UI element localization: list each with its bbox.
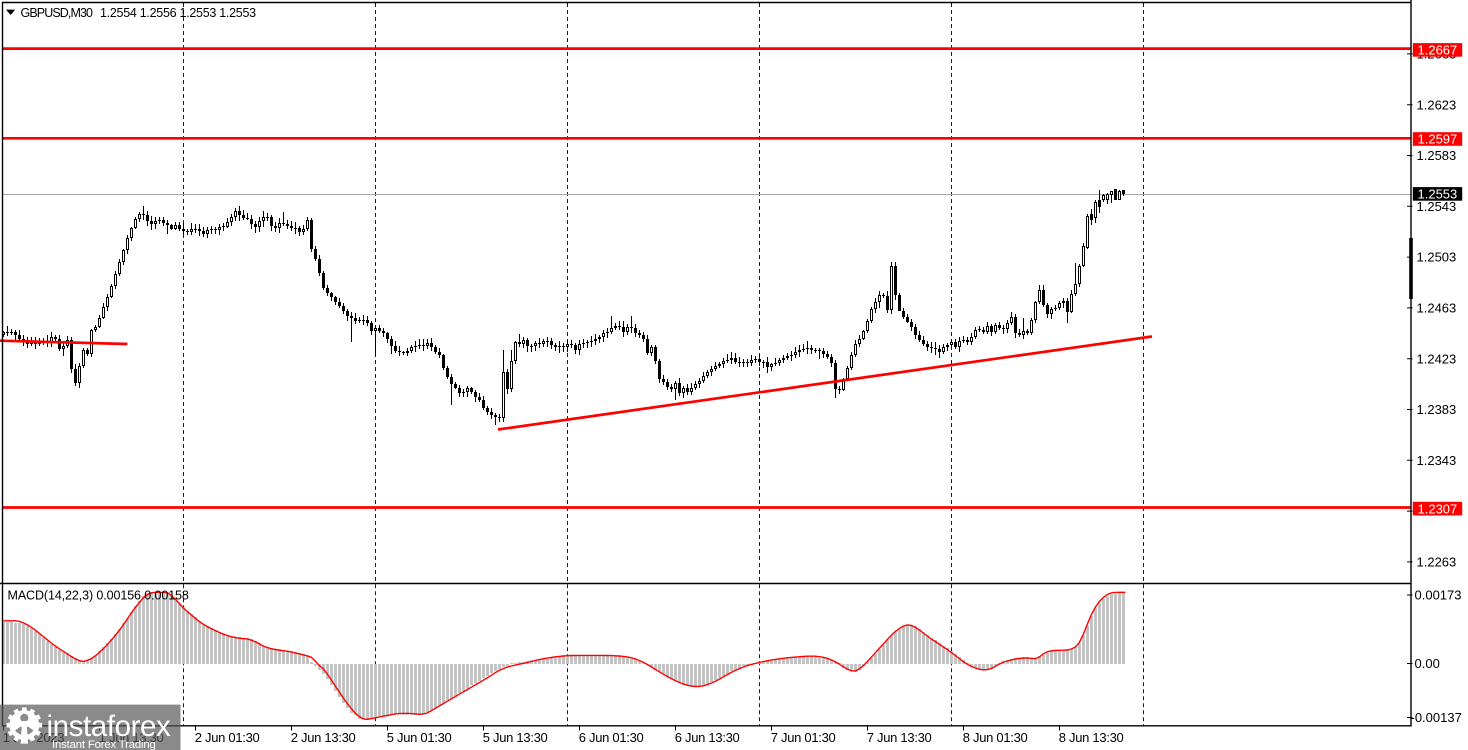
svg-text:1.2383: 1.2383 xyxy=(1417,402,1457,417)
svg-text:6 Jun 01:30: 6 Jun 01:30 xyxy=(579,730,644,745)
svg-text:8 Jun 13:30: 8 Jun 13:30 xyxy=(1059,730,1124,745)
svg-text:1.2583: 1.2583 xyxy=(1417,148,1457,163)
svg-text:Instant Forex Trading: Instant Forex Trading xyxy=(52,739,156,750)
svg-text:7 Jun 01:30: 7 Jun 01:30 xyxy=(771,730,836,745)
svg-text:instaforex: instaforex xyxy=(47,710,172,743)
svg-text:5 Jun 01:30: 5 Jun 01:30 xyxy=(387,730,452,745)
svg-text:7 Jun 13:30: 7 Jun 13:30 xyxy=(867,730,932,745)
svg-text:8 Jun 01:30: 8 Jun 01:30 xyxy=(963,730,1028,745)
svg-text:GBPUSD,M30: GBPUSD,M30 xyxy=(21,6,94,20)
svg-text:0.00: 0.00 xyxy=(1415,656,1440,671)
svg-text:1.2543: 1.2543 xyxy=(1417,199,1457,214)
svg-text:1.2343: 1.2343 xyxy=(1417,453,1457,468)
svg-text:0.00173: 0.00173 xyxy=(1415,588,1462,603)
svg-text:2 Jun 01:30: 2 Jun 01:30 xyxy=(195,730,260,745)
svg-text:MACD(14,22,3) 0.00156 0.00158: MACD(14,22,3) 0.00156 0.00158 xyxy=(8,588,189,602)
svg-text:1.2553: 1.2553 xyxy=(1418,187,1458,202)
svg-text:6 Jun 13:30: 6 Jun 13:30 xyxy=(675,730,740,745)
svg-text:5 Jun 13:30: 5 Jun 13:30 xyxy=(483,730,548,745)
svg-text:1.2423: 1.2423 xyxy=(1417,351,1457,366)
svg-text:1.2667: 1.2667 xyxy=(1418,43,1458,58)
svg-text:1.2307: 1.2307 xyxy=(1418,501,1458,516)
svg-text:1.2503: 1.2503 xyxy=(1417,250,1457,265)
svg-text:1.2263: 1.2263 xyxy=(1417,555,1457,570)
svg-text:-0.00137: -0.00137 xyxy=(1411,710,1462,725)
svg-text:1.2623: 1.2623 xyxy=(1417,97,1457,112)
svg-text:2 Jun 13:30: 2 Jun 13:30 xyxy=(291,730,356,745)
svg-text:1.2463: 1.2463 xyxy=(1417,301,1457,316)
svg-text:1.2554 1.2556 1.2553 1.2553: 1.2554 1.2556 1.2553 1.2553 xyxy=(100,6,256,20)
svg-text:1.2597: 1.2597 xyxy=(1418,132,1458,147)
